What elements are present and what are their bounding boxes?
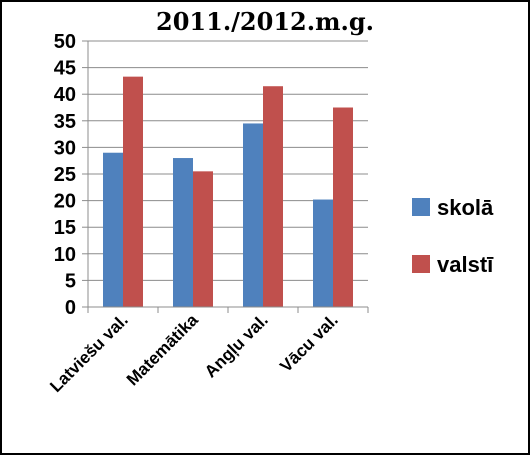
bars xyxy=(103,76,353,308)
bar-valstī-4 xyxy=(333,107,353,307)
legend-label-skolā: skolā xyxy=(437,195,494,220)
bar-valstī-2 xyxy=(193,171,213,307)
bar-skolā-3 xyxy=(243,123,263,308)
y-tick-label: 50 xyxy=(54,31,76,53)
x-category-label: Latviešu val. xyxy=(46,310,132,396)
bar-skolā-1 xyxy=(103,152,123,307)
y-tick-label: 30 xyxy=(54,137,76,159)
y-tick-label: 35 xyxy=(54,111,76,133)
x-category-label: Vācu val. xyxy=(276,310,342,376)
legend-label-valstī: valstī xyxy=(437,252,494,277)
bar-skolā-2 xyxy=(173,158,193,307)
y-tick-label: 5 xyxy=(65,270,76,292)
y-tick-label: 0 xyxy=(65,297,76,319)
chart-title: 2011./2012.m.g. xyxy=(156,7,374,36)
x-category-label: Angļu val. xyxy=(201,310,272,381)
y-tick-label: 40 xyxy=(54,84,76,106)
y-tick-label: 20 xyxy=(54,191,76,213)
axes xyxy=(87,41,369,313)
y-tick-label: 45 xyxy=(54,58,76,80)
y-tick-labels: 0 5 10 15 20 25 30 35 40 45 50 xyxy=(54,31,76,319)
legend: skolā valstī xyxy=(412,195,494,277)
y-tick-label: 15 xyxy=(54,217,76,239)
legend-swatch-skolā xyxy=(412,198,430,216)
y-tick-label: 25 xyxy=(54,164,76,186)
x-category-label: Matemātika xyxy=(123,310,202,389)
bar-valstī-3 xyxy=(263,86,283,307)
y-tick-label: 10 xyxy=(54,244,76,266)
category-labels: Latviešu val.Matemātika Angļu val. Vācu va… xyxy=(46,310,342,396)
bar-valstī-1 xyxy=(123,76,143,307)
bar-skolā-4 xyxy=(313,199,333,307)
legend-swatch-valstī xyxy=(412,255,430,273)
